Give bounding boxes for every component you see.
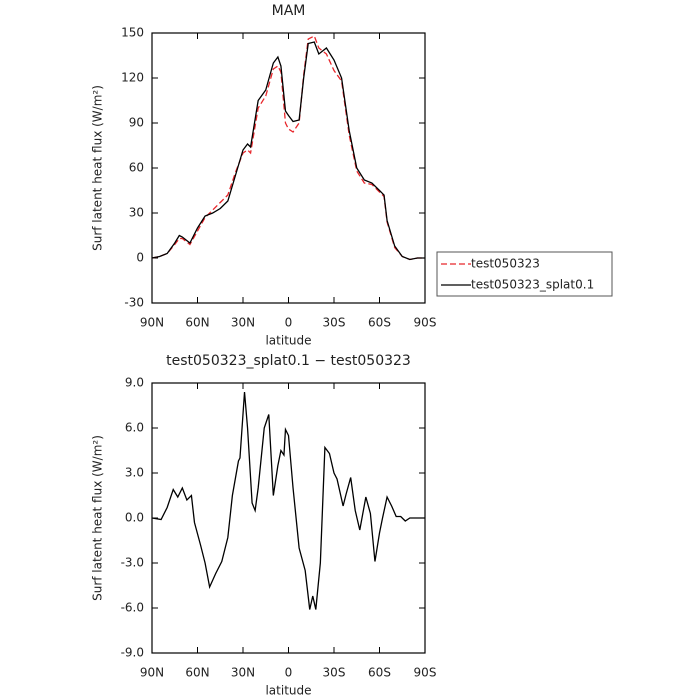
legend-box [436,251,613,297]
legend-label: test050323 [471,257,540,271]
data-line [151,35,425,261]
x-tick-label: 60S [368,316,391,330]
y-axis-label: Surf latent heat flux (W/m²) [91,85,105,251]
legend-label: test050323_splat0.1 [471,278,594,292]
y-tick-label: 60 [129,161,144,175]
y-tick-label: 6.0 [125,421,144,435]
y-tick-label: 0.0 [125,511,144,525]
x-tick-label: 90N [140,316,164,330]
chart-title: test050323_splat0.1 − test050323 [166,353,411,369]
x-tick-label: 30N [231,666,255,680]
x-tick-label: 60N [185,316,209,330]
y-tick-label: -9.0 [121,646,144,660]
x-tick-label: 90N [140,666,164,680]
y-tick-label: -3.0 [121,556,144,570]
x-tick-label: 30S [323,666,346,680]
y-tick-label: 0 [136,251,144,265]
y-tick-label: 150 [121,26,144,40]
data-line [151,391,425,610]
x-tick-label: 90S [414,316,437,330]
x-axis-label: latitude [265,334,311,348]
y-axis-label: Surf latent heat flux (W/m²) [91,435,105,601]
x-tick-label: 60N [185,666,209,680]
y-tick-label: 9.0 [125,376,144,390]
y-tick-label: -30 [124,296,144,310]
plot-frame [151,382,426,654]
y-tick-label: 30 [129,206,144,220]
y-tick-label: 90 [129,116,144,130]
x-tick-label: 0 [285,666,293,680]
data-line [151,41,425,261]
x-tick-label: 30S [323,316,346,330]
x-tick-label: 30N [231,316,255,330]
y-tick-label: -6.0 [121,601,144,615]
y-tick-label: 3.0 [125,466,144,480]
plot-frame [151,32,426,304]
x-tick-label: 60S [368,666,391,680]
x-axis-label: latitude [265,684,311,698]
chart-title: MAM [272,3,306,19]
x-tick-label: 0 [285,316,293,330]
x-tick-label: 90S [414,666,437,680]
y-tick-label: 120 [121,71,144,85]
